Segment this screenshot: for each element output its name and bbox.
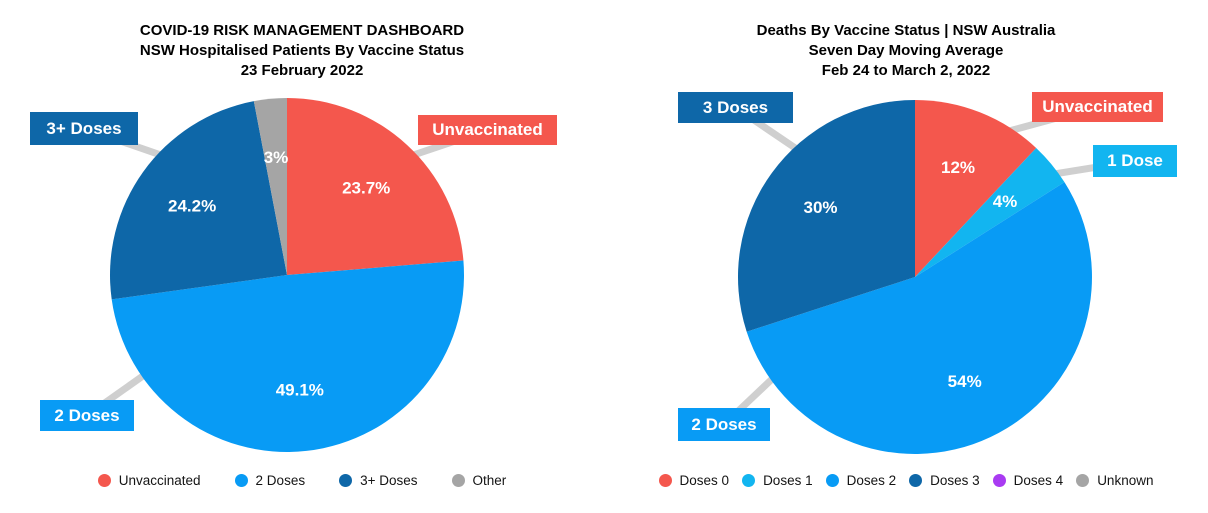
- legend-dot-doses-2: [825, 474, 839, 487]
- callout-unvaccinated-right: Unvaccinated: [1032, 92, 1163, 122]
- slice-value-label-unvaccinated: 23.7%: [342, 179, 390, 198]
- right-title-line3: Feb 24 to March 2, 2022: [821, 62, 991, 79]
- slice-value-label-other: 3%: [264, 148, 289, 167]
- pie-slice-other: [253, 98, 287, 275]
- legend-dot-other: [451, 474, 465, 487]
- slice-value-label-unvaccinated: 12%: [941, 158, 975, 177]
- right-legend: Doses 0 Doses 1 Doses 2 Doses 3 Doses 4 Unkno…: [604, 473, 1208, 488]
- legend-dot-doses-0: [658, 474, 672, 487]
- legend-item-2-doses: 2 Doses: [234, 473, 306, 488]
- callout-2-doses-left: 2 Doses: [40, 400, 134, 431]
- slice-value-label-2-doses: 54%: [948, 372, 982, 391]
- legend-dot-2-doses: [234, 474, 248, 487]
- callout-unvaccinated-left: Unvaccinated: [418, 115, 557, 145]
- legend-item-doses-2: Doses 2: [825, 473, 897, 488]
- right-title-line1: Deaths By Vaccine Status | NSW Australia: [756, 22, 1056, 39]
- legend-label: Doses 1: [763, 473, 813, 488]
- legend-label: Doses 4: [1013, 473, 1064, 488]
- legend-label: Unvaccinated: [118, 473, 201, 488]
- right-title-line2: Seven Day Moving Average: [808, 42, 1004, 59]
- legend-dot-doses-1: [742, 474, 756, 487]
- pie-slice-unvaccinated: [287, 98, 464, 275]
- legend-label: Doses 3: [930, 473, 980, 488]
- pie-slice-3-doses: [110, 101, 288, 300]
- pie-slice-2-doses: [111, 260, 464, 452]
- left-legend: Unvaccinated 2 Doses 3+ Doses Other: [0, 473, 604, 488]
- pie-slice-3-doses: [737, 99, 915, 332]
- legend-item-doses-3: Doses 3: [909, 473, 980, 488]
- legend-label: Doses 0: [679, 473, 730, 488]
- callout-2-doses-right: 2 Doses: [678, 408, 770, 441]
- legend-item-other: Other: [451, 473, 507, 488]
- legend-label: Other: [472, 473, 507, 488]
- legend-dot-3-doses: [339, 474, 353, 487]
- pie-slice-unvaccinated: [915, 100, 1037, 277]
- left-title-line2: NSW Hospitalised Patients By Vaccine Sta…: [139, 42, 465, 59]
- legend-item-3-doses: 3+ Doses: [339, 473, 418, 488]
- callout-1-dose: 1 Dose: [1093, 145, 1177, 177]
- legend-label: 2 Doses: [255, 473, 306, 488]
- pie-slice-1-dose: [915, 147, 1065, 277]
- pie-slice-2-doses: [746, 182, 1092, 454]
- slice-value-label-1-dose: 4%: [993, 192, 1018, 211]
- left-title-line1: COVID-19 RISK MANAGEMENT DASHBOARD: [139, 22, 465, 39]
- left-chart-title: COVID-19 RISK MANAGEMENT DASHBOARD NSW H…: [0, 21, 604, 81]
- slice-value-label-2-doses: 49.1%: [276, 381, 324, 400]
- left-title-line3: 23 February 2022: [240, 62, 364, 79]
- legend-dot-doses-3: [909, 474, 923, 487]
- legend-dot-doses-4: [992, 474, 1006, 487]
- legend-item-unknown: Unknown: [1076, 473, 1153, 488]
- callout-3-doses: 3 Doses: [678, 92, 793, 123]
- legend-item-doses-1: Doses 1: [742, 473, 813, 488]
- legend-dot-unknown: [1076, 474, 1090, 487]
- legend-item-doses-4: Doses 4: [992, 473, 1064, 488]
- legend-item-unvaccinated: Unvaccinated: [97, 473, 201, 488]
- legend-item-doses-0: Doses 0: [658, 473, 730, 488]
- slice-value-label-3-doses: 24.2%: [168, 196, 216, 215]
- legend-label: Doses 2: [846, 473, 897, 488]
- legend-label: Unknown: [1097, 473, 1154, 488]
- callout-3plus-doses: 3+ Doses: [30, 112, 138, 145]
- slice-value-label-3-doses: 30%: [803, 198, 837, 217]
- legend-dot-unvaccinated: [97, 474, 111, 487]
- right-chart-title: Deaths By Vaccine Status | NSW Australia…: [604, 21, 1208, 81]
- legend-label: 3+ Doses: [360, 473, 418, 488]
